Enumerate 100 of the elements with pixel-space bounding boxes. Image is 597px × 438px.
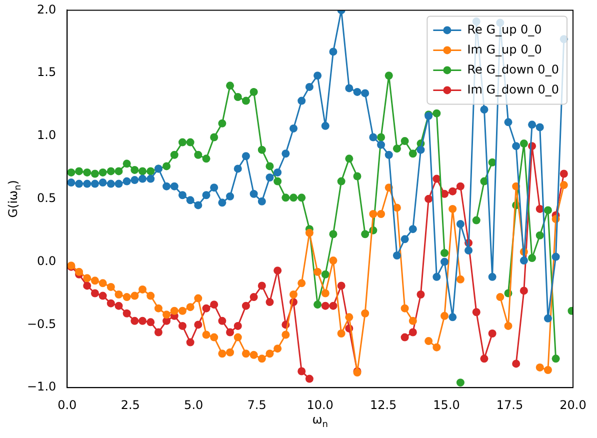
point — [448, 204, 457, 213]
y-tick-label: −1.0 — [27, 380, 56, 394]
point — [234, 93, 242, 101]
point — [528, 254, 536, 262]
point — [400, 333, 409, 342]
point — [114, 290, 123, 299]
point — [552, 354, 560, 363]
point — [274, 344, 282, 353]
point — [440, 248, 449, 257]
point — [266, 298, 274, 306]
y-tick-label: 1.0 — [37, 128, 56, 142]
point — [186, 138, 194, 146]
point — [106, 299, 115, 308]
legend-label: Im G_up 0_0 — [467, 42, 542, 56]
point — [90, 276, 99, 285]
point — [305, 374, 314, 383]
x-tick-label: 12.5 — [370, 398, 397, 412]
point — [90, 289, 99, 298]
point — [202, 304, 210, 312]
point — [282, 194, 290, 202]
point — [440, 312, 449, 320]
point — [170, 306, 178, 315]
point — [178, 306, 186, 315]
point — [154, 328, 162, 336]
point — [456, 275, 464, 284]
point — [544, 206, 552, 214]
point — [424, 194, 433, 203]
point — [361, 309, 370, 318]
point — [162, 310, 171, 319]
point — [186, 338, 194, 346]
point — [242, 350, 250, 358]
point — [392, 204, 401, 212]
point — [353, 172, 362, 180]
point — [178, 322, 186, 330]
point — [536, 363, 544, 372]
point — [337, 282, 346, 290]
legend-label: Im G_down 0_0 — [467, 82, 560, 96]
point — [218, 316, 226, 325]
point — [210, 333, 218, 342]
point — [448, 187, 457, 196]
point — [258, 282, 266, 290]
point — [512, 360, 520, 368]
point — [146, 292, 155, 300]
point — [234, 322, 242, 330]
point — [170, 150, 178, 159]
point — [520, 286, 528, 295]
point — [480, 354, 488, 363]
point — [146, 167, 155, 176]
point — [250, 88, 258, 96]
point — [194, 294, 202, 302]
point — [305, 228, 314, 237]
legend-label: Re G_up 0_0 — [467, 22, 542, 36]
point — [321, 270, 330, 278]
point — [67, 168, 76, 176]
point — [122, 160, 131, 168]
point — [234, 333, 242, 342]
point — [202, 154, 210, 163]
point — [345, 313, 354, 322]
point — [130, 166, 139, 174]
point — [290, 194, 298, 202]
point — [106, 167, 115, 176]
point — [314, 300, 322, 309]
y-tick-label: 0.5 — [37, 191, 56, 206]
point — [432, 109, 441, 118]
point — [274, 266, 282, 275]
point — [75, 167, 84, 176]
point — [130, 316, 139, 325]
point — [329, 256, 338, 265]
point — [377, 210, 386, 218]
point — [456, 378, 464, 387]
point — [560, 170, 568, 178]
point — [250, 350, 258, 359]
point — [98, 168, 107, 176]
x-tick-label: 15.0 — [433, 398, 460, 412]
y-tick-label: 1.5 — [37, 65, 56, 80]
point — [83, 168, 92, 176]
point — [560, 181, 568, 190]
y-axis-title: G(iωn) — [6, 180, 24, 218]
point — [384, 72, 393, 80]
point — [345, 154, 354, 163]
point — [408, 150, 417, 158]
point — [138, 285, 147, 294]
point — [456, 182, 464, 190]
point — [138, 316, 147, 325]
point — [178, 138, 186, 146]
point — [329, 230, 338, 238]
point — [392, 144, 401, 153]
point — [106, 282, 115, 291]
point — [321, 289, 330, 298]
point — [226, 328, 234, 336]
point — [194, 320, 202, 329]
point — [83, 274, 92, 282]
point — [361, 230, 370, 238]
y-tick-label: 0.0 — [37, 254, 56, 268]
point — [424, 337, 433, 346]
point — [290, 290, 298, 299]
point — [282, 330, 290, 339]
point — [202, 330, 210, 339]
point — [400, 304, 409, 312]
x-tick-label: 2.5 — [120, 398, 140, 412]
